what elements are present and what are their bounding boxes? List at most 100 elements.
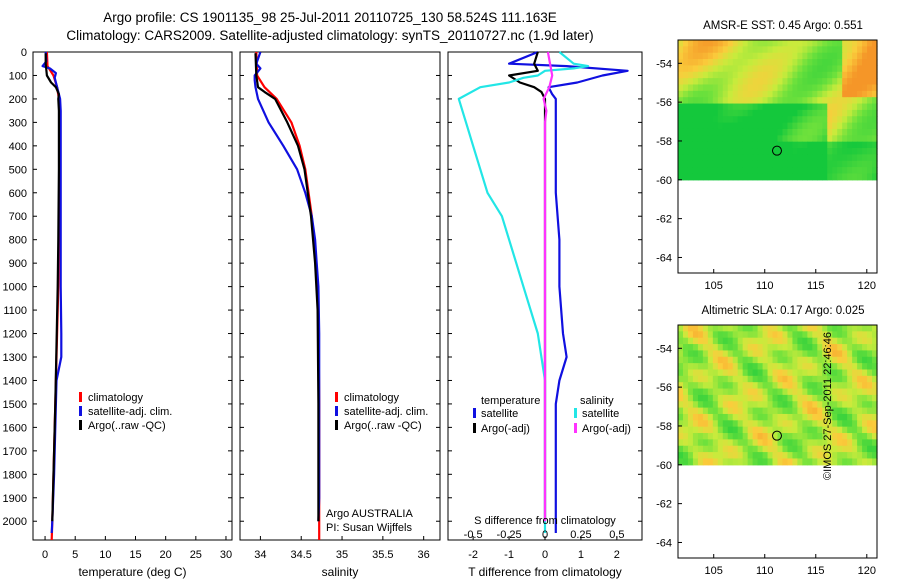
heatmap-cell — [867, 337, 873, 345]
heatmap-cell — [777, 363, 784, 371]
heatmap-cell — [797, 78, 803, 86]
heatmap-cell — [722, 356, 729, 364]
heatmap-cell — [847, 375, 853, 383]
heatmap-cell — [872, 401, 878, 409]
heatmap-cell — [777, 46, 784, 54]
heatmap-cell — [732, 407, 739, 415]
heatmap-cell — [717, 356, 724, 364]
heatmap-cell — [717, 369, 724, 377]
heatmap-cell — [792, 407, 798, 415]
heatmap-cell — [747, 52, 754, 60]
heatmap-cell — [862, 350, 868, 358]
heatmap-cell — [697, 394, 704, 402]
heatmap-cell — [742, 90, 749, 98]
heatmap-cell — [787, 59, 794, 67]
heatmap-cell — [857, 128, 863, 136]
heatmap-cell — [737, 97, 744, 105]
heatmap-cell — [687, 407, 694, 415]
argo-annotation-line2: PI: Susan Wijffels — [326, 522, 412, 534]
heatmap-cell — [842, 420, 848, 428]
heatmap-cell — [682, 116, 689, 124]
heatmap-cell — [822, 65, 828, 73]
heatmap-cell — [807, 445, 813, 453]
heatmap-cell — [822, 128, 828, 136]
heatmap-cell — [742, 356, 749, 364]
heatmap-cell — [707, 97, 714, 105]
heatmap-cell — [857, 97, 863, 105]
heatmap-cell — [862, 65, 868, 73]
heatmap-cell — [867, 350, 873, 358]
heatmap-cell — [847, 160, 853, 168]
heatmap-cell — [767, 128, 774, 136]
heatmap-cell — [747, 148, 754, 155]
heatmap-cell — [822, 160, 828, 168]
heatmap-cell — [717, 382, 724, 390]
heatmap-cell — [857, 40, 863, 47]
heatmap-cell — [707, 71, 714, 79]
heatmap-cell — [732, 394, 739, 402]
heatmap-cell — [697, 420, 704, 428]
legend-swatch — [335, 420, 338, 430]
heatmap-cell — [707, 445, 714, 453]
heatmap-cell — [827, 78, 833, 86]
heatmap-cell — [837, 369, 843, 377]
heatmap-cell — [867, 369, 873, 377]
heatmap-cell — [687, 388, 694, 396]
heatmap-cell — [742, 331, 749, 339]
legend-swatch — [79, 406, 82, 416]
heatmap-cell — [787, 426, 794, 434]
heatmap-cell — [802, 128, 808, 136]
heatmap-cell — [867, 356, 873, 364]
heatmap-cell — [727, 458, 734, 466]
heatmap-cell — [678, 433, 684, 440]
heatmap-cell — [797, 148, 803, 155]
heatmap-cell — [717, 78, 724, 86]
heatmap-cell — [737, 65, 744, 73]
heatmap-cell — [802, 356, 808, 364]
heatmap-cell — [747, 84, 754, 92]
heatmap-cell — [797, 65, 803, 73]
heatmap-cell — [862, 420, 868, 428]
heatmap-cell — [752, 40, 759, 47]
heatmap-cell — [717, 407, 724, 415]
heatmap-cell — [832, 167, 838, 175]
heatmap-cell — [762, 97, 769, 105]
heatmap-cell — [727, 97, 734, 105]
heatmap-cell — [817, 331, 823, 339]
heatmap-cell — [797, 452, 803, 460]
heatmap-cell — [872, 445, 878, 453]
heatmap-cell — [862, 84, 868, 92]
heatmap-cell — [752, 122, 759, 130]
heatmap-cell — [792, 452, 798, 460]
heatmap-cell — [717, 350, 724, 358]
heatmap-cell — [767, 350, 774, 358]
heatmap-cell — [867, 394, 873, 402]
heatmap-cell — [797, 382, 803, 390]
heatmap-cell — [797, 420, 803, 428]
heatmap-cell — [847, 388, 853, 396]
heatmap-cell — [682, 90, 689, 98]
heatmap-cell — [802, 173, 808, 181]
heatmap-cell — [707, 413, 714, 421]
argo-position-marker — [771, 430, 782, 441]
heatmap-cell — [797, 103, 803, 111]
heatmap-cell — [827, 122, 833, 130]
heatmap-cell — [812, 141, 818, 149]
heatmap-cell — [747, 103, 754, 111]
heatmap-cell — [722, 103, 729, 111]
heatmap-cell — [712, 71, 719, 79]
heatmap-cell — [862, 40, 868, 47]
heatmap-cell — [807, 426, 813, 434]
heatmap-cell — [822, 337, 828, 345]
heatmap-cell — [727, 65, 734, 73]
heatmap-cell — [802, 52, 808, 60]
heatmap-cell — [782, 420, 789, 428]
heatmap-cell — [847, 458, 853, 466]
heatmap-cell — [867, 413, 873, 421]
argo-annotation-line1: Argo AUSTRALIA — [326, 508, 413, 520]
heatmap-cell — [797, 109, 803, 117]
heatmap-cell — [817, 173, 823, 181]
heatmap-cell — [707, 173, 714, 181]
heatmap-cell — [842, 401, 848, 409]
heatmap-cell — [692, 97, 699, 105]
